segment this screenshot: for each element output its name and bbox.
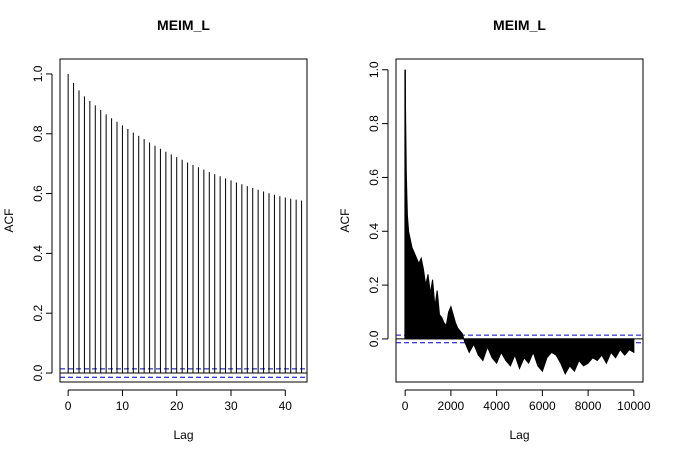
x-tick-label: 30: [224, 399, 238, 413]
acf-spike-mass: [404, 69, 635, 376]
y-tick-label: 1.0: [31, 65, 45, 82]
x-tick-label: 40: [279, 399, 293, 413]
y-tick-label: 0.0: [31, 364, 45, 381]
y-tick-label: 0.4: [31, 245, 45, 262]
x-tick-label: 8000: [575, 399, 602, 413]
y-tick-label: 0.6: [31, 185, 45, 202]
y-tick-label: 0.6: [367, 169, 381, 186]
x-axis-label: Lag: [173, 428, 193, 442]
y-tick-label: 0.8: [367, 115, 381, 132]
y-axis-label: ACF: [2, 209, 16, 233]
acf-panel-left: MEIM_L 0 10 20 30 40 Lag 0.0 0.2 0.4 0.6 0.8 1.0 ACF: [2, 17, 308, 442]
y-tick-label: 0.4: [367, 223, 381, 240]
y-tick-label: 0.2: [367, 276, 381, 293]
y-axis-label: ACF: [338, 209, 352, 233]
y-tick-label: 0.0: [367, 330, 381, 347]
y-tick-label: 0.8: [31, 125, 45, 142]
x-tick-label: 10: [116, 399, 130, 413]
x-tick-label: 10000: [617, 399, 651, 413]
y-tick-label: 1.0: [367, 61, 381, 78]
x-axis-label: Lag: [509, 428, 529, 442]
plot-frame: [59, 58, 308, 383]
x-tick-label: 20: [170, 399, 184, 413]
chart-title: MEIM_L: [157, 17, 210, 33]
x-tick-label: 4000: [483, 399, 510, 413]
x-tick-label: 2000: [438, 399, 465, 413]
x-tick-label: 0: [65, 399, 72, 413]
plot-frame: [395, 58, 644, 383]
acf-panel-right: MEIM_L 0 2000 4000 6000 8000 10000 Lag 0.0 0.2 0.4…: [338, 17, 651, 442]
x-tick-label: 0: [402, 399, 409, 413]
chart-title: MEIM_L: [493, 17, 546, 33]
y-tick-label: 0.2: [31, 305, 45, 322]
x-tick-label: 6000: [529, 399, 556, 413]
